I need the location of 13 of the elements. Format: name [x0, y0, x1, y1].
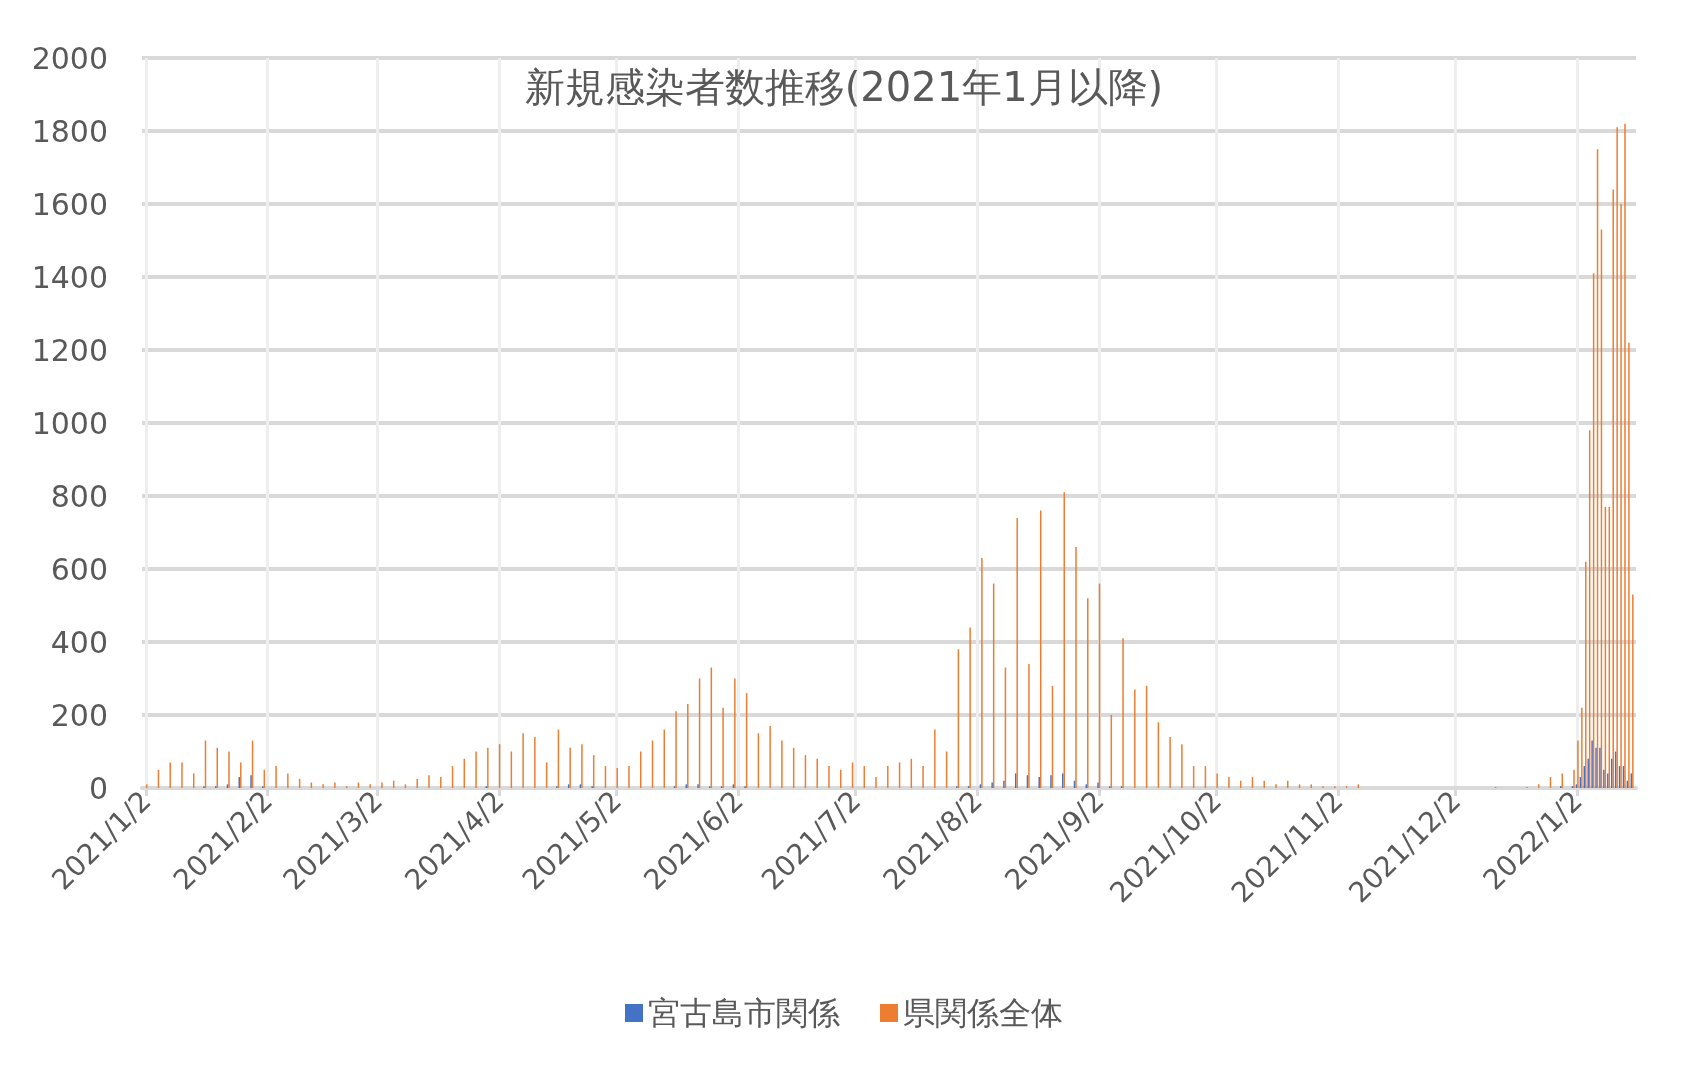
y-tick-label: 1200	[31, 332, 108, 368]
y-tick-label: 800	[50, 478, 108, 514]
y-tick-label: 1400	[31, 259, 108, 295]
y-tick-label: 1800	[31, 113, 108, 149]
y-tick-label: 1600	[31, 186, 108, 222]
y-tick-label: 2000	[31, 40, 108, 76]
y-tick-label: 1000	[31, 405, 108, 441]
legend-label: 宮古島市関係	[648, 994, 840, 1032]
legend-label: 県関係全体	[903, 994, 1063, 1032]
y-tick-label: 200	[50, 697, 108, 733]
y-tick-label: 400	[50, 624, 108, 660]
y-tick-label: 600	[50, 551, 108, 587]
chart-title: 新規感染者数推移(2021年1月以降)	[524, 64, 1164, 110]
